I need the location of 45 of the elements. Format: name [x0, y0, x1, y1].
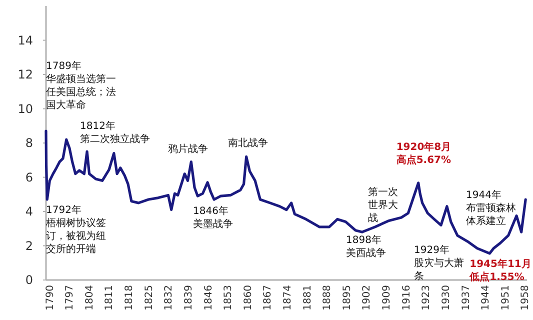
annotation: 1846年美墨战争 — [193, 205, 234, 230]
annotation: 南北战争 — [228, 137, 269, 150]
x-tick-label: 1846 — [203, 285, 214, 310]
x-tick-label: 1937 — [460, 285, 472, 310]
x-tick-label: 1804 — [84, 285, 96, 310]
annotation: 1920年8月高点5.67% — [396, 140, 452, 166]
y-tick-label: 14 — [18, 33, 33, 48]
x-tick-label: 1797 — [64, 285, 76, 310]
annotation: 1929年股灾与大萧条 — [414, 244, 465, 282]
x-tick-label: 1832 — [164, 285, 175, 310]
y-tick-label: 6 — [25, 170, 33, 184]
x-tick-label: 1902 — [362, 285, 373, 310]
x-tick-label: 1909 — [382, 285, 393, 310]
annotation: 1944年布雷顿森林体系建立 — [466, 189, 517, 227]
annotation: 1792年梧桐树协议签订，被视为纽交所的开端 — [46, 204, 107, 255]
x-tick-label: 1839 — [183, 285, 194, 310]
annotation: 鸦片战争 — [168, 143, 209, 156]
y-tick-label: 12 — [18, 68, 33, 82]
x-tick-label: 1818 — [124, 285, 136, 310]
x-tick-label: 1923 — [421, 285, 432, 310]
x-tick-label: 1881 — [302, 285, 314, 310]
y-tick-label: 4 — [25, 204, 33, 218]
x-tick-label: 1888 — [322, 285, 334, 310]
x-tick-label: 1958 — [520, 285, 532, 310]
annotation: 第一次世界大战 — [368, 186, 399, 225]
x-tick-label: 1916 — [401, 285, 412, 310]
annotation: 1898年美西战争 — [346, 234, 387, 259]
x-tick-label: 1951 — [500, 285, 512, 310]
x-tick-label: 1790 — [44, 285, 56, 310]
x-tick-label: 1944 — [480, 285, 492, 310]
x-tick-label: 1825 — [144, 285, 155, 310]
x-tick-label: 1860 — [242, 285, 254, 310]
x-tick-label: 1874 — [282, 285, 294, 310]
annotation: 1945年11月低点1.55% — [470, 258, 532, 284]
y-tick-label: 2 — [25, 238, 33, 253]
y-tick-label: 8 — [25, 136, 33, 150]
y-tick-label: 0 — [25, 273, 33, 287]
x-tick-label: 1867 — [262, 285, 274, 310]
x-tick-label: 1895 — [342, 285, 353, 310]
annotation: 1789年华盛顿当选第一任美国总统；法国大革命 — [46, 60, 117, 111]
y-tick-label: 10 — [18, 102, 33, 116]
annotation: 1812年第二次独立战争 — [80, 120, 151, 145]
x-tick-label: 1853 — [223, 285, 234, 310]
x-tick-label: 1930 — [440, 285, 452, 310]
x-tick-label: 1811 — [104, 285, 116, 310]
